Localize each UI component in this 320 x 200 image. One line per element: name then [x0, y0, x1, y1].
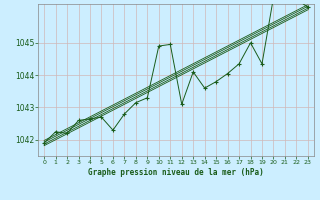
- X-axis label: Graphe pression niveau de la mer (hPa): Graphe pression niveau de la mer (hPa): [88, 168, 264, 177]
